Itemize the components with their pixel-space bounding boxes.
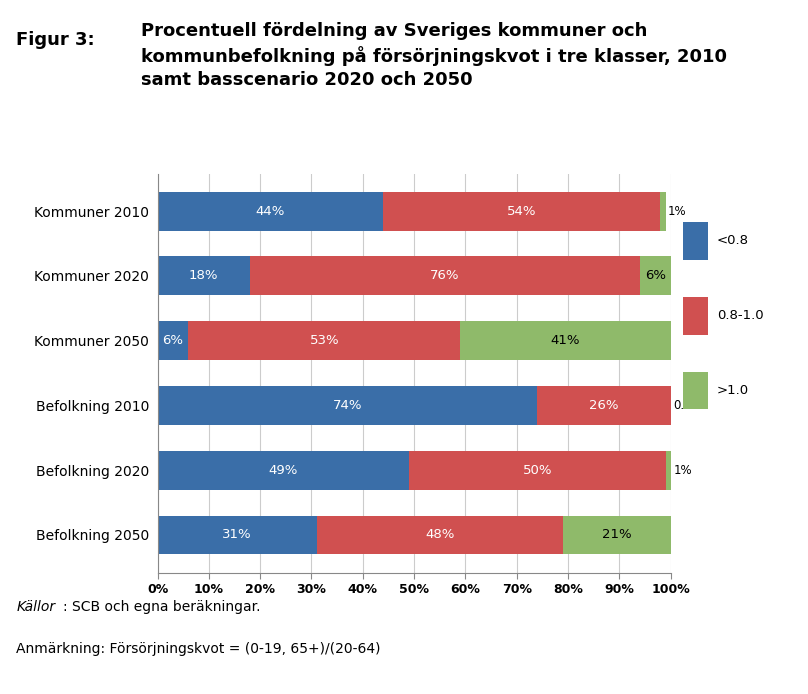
FancyBboxPatch shape: [683, 297, 708, 335]
Text: 44%: 44%: [256, 205, 285, 218]
Text: 41%: 41%: [551, 334, 580, 347]
Text: 0.8-1.0: 0.8-1.0: [717, 310, 764, 322]
Text: >1.0: >1.0: [717, 384, 749, 397]
Text: 18%: 18%: [189, 269, 218, 282]
Bar: [563, 516, 671, 555]
Text: Procentuell fördelning av Sveriges kommuner och
kommunbefolkning på försörjnings: Procentuell fördelning av Sveriges kommu…: [141, 22, 727, 89]
Text: Figur 3:: Figur 3:: [16, 31, 95, 49]
Bar: [666, 451, 671, 490]
Bar: [250, 256, 640, 295]
Bar: [660, 192, 666, 230]
Bar: [640, 256, 671, 295]
Text: 0.1%: 0.1%: [674, 399, 704, 412]
Bar: [461, 321, 671, 360]
Text: 1%: 1%: [673, 464, 692, 477]
Bar: [158, 386, 537, 425]
Bar: [158, 516, 317, 555]
Bar: [158, 321, 188, 360]
FancyBboxPatch shape: [683, 222, 708, 260]
Text: 21%: 21%: [602, 528, 632, 541]
Text: 1%: 1%: [668, 205, 687, 218]
Text: 26%: 26%: [589, 399, 619, 412]
Text: 31%: 31%: [222, 528, 252, 541]
Text: 48%: 48%: [425, 528, 454, 541]
Text: 6%: 6%: [645, 269, 666, 282]
Bar: [158, 192, 383, 230]
Text: 53%: 53%: [309, 334, 339, 347]
FancyBboxPatch shape: [683, 372, 708, 409]
Text: Källor: Källor: [16, 600, 55, 614]
Text: 50%: 50%: [523, 464, 552, 477]
Text: 54%: 54%: [507, 205, 537, 218]
Bar: [158, 451, 409, 490]
Text: 76%: 76%: [430, 269, 460, 282]
Text: : SCB och egna beräkningar.: : SCB och egna beräkningar.: [63, 600, 260, 614]
Bar: [409, 451, 666, 490]
Text: Anmärkning: Försörjningskvot = (0-19, 65+)/(20-64): Anmärkning: Försörjningskvot = (0-19, 65…: [16, 642, 381, 656]
Bar: [188, 321, 461, 360]
Text: 74%: 74%: [333, 399, 362, 412]
Text: 49%: 49%: [268, 464, 298, 477]
Bar: [537, 386, 671, 425]
Text: <0.8: <0.8: [717, 235, 749, 247]
Bar: [383, 192, 660, 230]
Text: 6%: 6%: [162, 334, 183, 347]
Bar: [158, 256, 250, 295]
Bar: [317, 516, 563, 555]
